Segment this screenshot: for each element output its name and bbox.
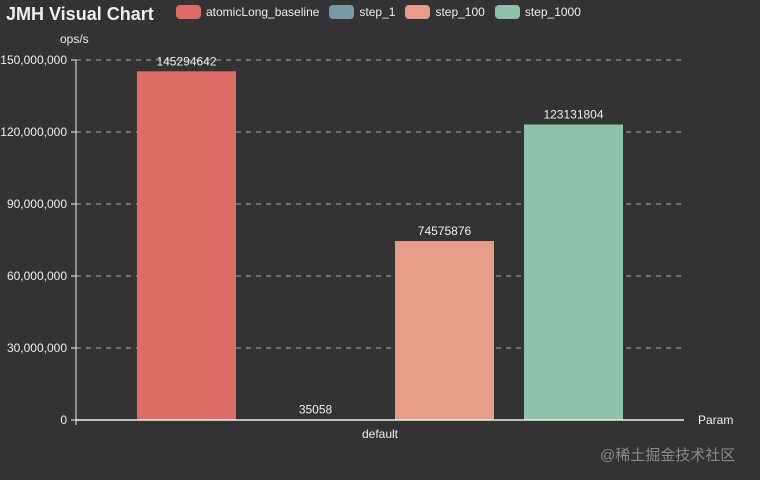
- legend-label: atomicLong_baseline: [206, 5, 320, 19]
- bars: 145294642 35058 74575876 123131804: [137, 54, 623, 421]
- x-tick-label: default: [362, 427, 399, 441]
- bar-value-label: 35058: [299, 403, 333, 417]
- y-tick-label: 150,000,000: [0, 53, 67, 67]
- chart-title: JMH Visual Chart: [6, 4, 154, 24]
- legend-swatch: [405, 5, 431, 19]
- legend-label: step_1000: [524, 5, 581, 19]
- legend-item-step-1[interactable]: step_1: [329, 5, 395, 19]
- x-axis-name: Param: [698, 413, 734, 427]
- legend-item-step-1000[interactable]: step_1000: [494, 5, 581, 19]
- axes: 0 30,000,000 60,000,000 90,000,000 120,000,0…: [0, 53, 684, 441]
- y-tick-label: 120,000,000: [0, 125, 67, 139]
- watermark: @稀土掘金技术社区: [600, 447, 736, 464]
- legend-item-step-100[interactable]: step_100: [405, 5, 485, 19]
- legend: atomicLong_baseline step_1 step_100 step…: [176, 5, 591, 19]
- y-tick-label: 0: [60, 413, 67, 427]
- bar-step-100[interactable]: [395, 241, 494, 420]
- legend-label: step_100: [435, 5, 485, 19]
- y-tick-label: 30,000,000: [7, 341, 67, 355]
- legend-swatch: [494, 5, 520, 19]
- bar-value-label: 145294642: [156, 54, 216, 68]
- legend-item-atomiclong-baseline[interactable]: atomicLong_baseline: [176, 5, 319, 19]
- bar-atomiclong-baseline[interactable]: [137, 71, 236, 421]
- legend-label: step_1: [359, 5, 396, 19]
- bar-value-label: 74575876: [418, 224, 472, 238]
- bar-value-label: 123131804: [543, 107, 603, 121]
- legend-swatch: [329, 5, 355, 19]
- y-tick-label: 90,000,000: [7, 197, 67, 211]
- legend-swatch: [176, 5, 201, 19]
- y-axis-name: ops/s: [60, 32, 89, 46]
- bar-step-1000[interactable]: [524, 124, 623, 420]
- y-tick-label: 60,000,000: [7, 269, 67, 283]
